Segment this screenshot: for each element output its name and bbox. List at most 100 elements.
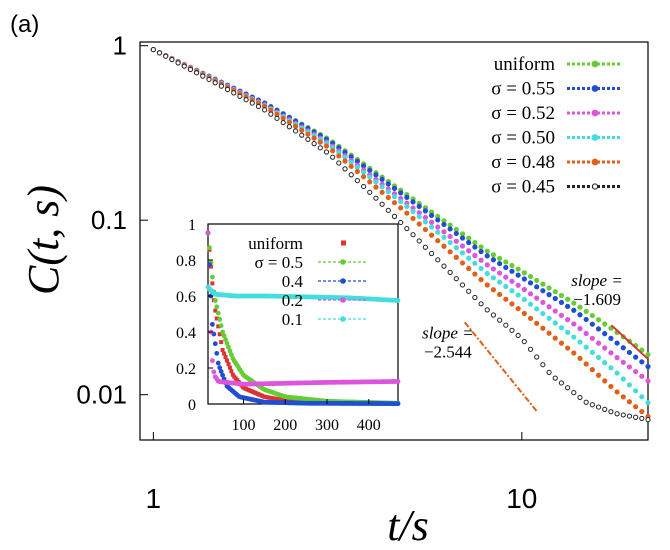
data-point [626,382,633,388]
inset-data-point [223,355,228,360]
data-point [577,394,583,401]
data-point [459,282,466,288]
data-point [348,172,354,178]
data-point [391,213,398,219]
data-point [497,279,503,285]
data-point [354,168,360,175]
data-point [589,335,595,341]
data-point [497,270,503,276]
data-point [521,286,527,293]
data-point [441,234,447,240]
inset-data-point [223,337,228,342]
x-tick-label: 10 [506,483,537,514]
data-point [268,107,274,114]
data-point [620,376,626,382]
data-point [546,330,552,336]
inset-data-point [218,323,224,329]
inset-data-point [205,230,211,236]
data-point [447,239,453,246]
data-point [367,174,373,180]
data-point [360,163,367,169]
y-tick-label: 0.01 [76,380,127,410]
data-point [540,288,546,294]
data-point [633,414,639,420]
data-point [521,296,527,303]
data-point [552,320,558,326]
data-point [583,308,589,314]
data-point [521,270,527,276]
data-point [589,349,595,355]
data-point [255,103,262,110]
data-point [472,244,478,250]
data-point [422,219,429,225]
data-point [373,172,379,178]
data-point [595,372,602,378]
data-point [577,355,583,361]
data-point [527,301,534,307]
data-point [459,231,466,237]
inset-data-point [221,333,227,339]
data-point [453,254,459,260]
data-point [459,250,466,256]
data-point [546,304,552,310]
data-point [626,349,633,356]
data-point [614,340,620,346]
inset-series-0-2 [205,230,401,387]
data-point [330,148,336,154]
data-point [515,306,521,312]
data-point [379,189,385,195]
legend-label: σ = 0.52 [491,103,555,124]
data-point [428,224,435,230]
data-point [645,363,651,370]
data-point [404,225,410,232]
data-point [218,83,224,89]
data-point [552,335,558,341]
data-point [521,310,527,317]
series-sigma-0.45 [150,46,651,423]
data-point [466,255,472,261]
data-point [515,332,521,339]
data-point [299,132,305,138]
inset-data-point [212,341,218,347]
data-point [577,326,583,332]
data-point [286,119,292,125]
data-point [398,198,404,205]
data-point [150,46,156,53]
inset-data-point [214,304,220,310]
data-point [348,163,354,169]
data-point [404,210,410,216]
data-point [626,399,633,405]
data-point [558,325,565,331]
slope-label-top: slope = [571,271,623,290]
data-point [385,194,391,201]
data-point [546,315,552,321]
data-point [503,274,509,280]
data-point [478,248,484,255]
inset-data-point [224,340,230,346]
data-point [608,335,614,341]
data-point [602,406,608,412]
data-point [447,233,453,240]
main-legend: uniform σ = 0.55 σ = 0.52 σ = 0.50 σ = 0.48 σ… [491,54,622,198]
data-point [441,243,447,249]
data-point [311,135,317,141]
data-point [416,210,422,216]
data-point [336,153,342,159]
data-point [515,266,521,272]
data-point [459,235,466,241]
data-point [626,413,633,419]
inset-data-point [217,332,222,337]
data-point [552,295,558,302]
data-point [367,179,373,185]
data-point [503,296,509,302]
main-plot-frame [139,41,649,441]
data-point [466,248,472,254]
y-tick-label: 0.1 [91,205,127,235]
data-point [484,270,490,277]
inset-legend-marker [340,297,346,303]
data-point [558,380,565,386]
data-point [633,404,639,410]
